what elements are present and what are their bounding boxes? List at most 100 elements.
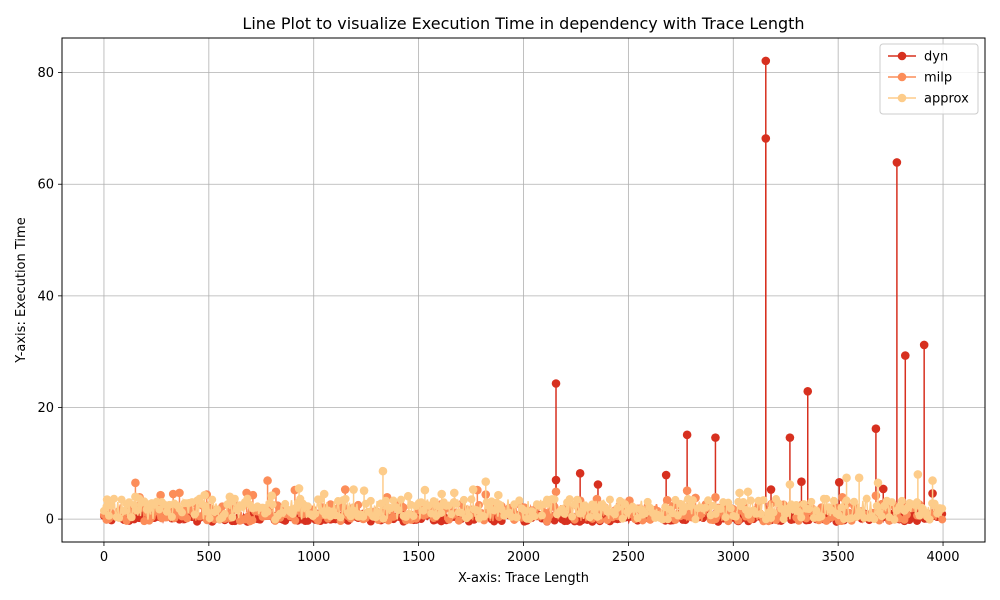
approx-band-marker — [610, 510, 619, 519]
approx-band-marker — [925, 515, 934, 524]
approx-band-marker — [359, 512, 368, 521]
approx-data-point — [854, 473, 864, 483]
approx-band-marker — [512, 513, 521, 522]
approx-band-marker — [573, 495, 582, 504]
approx-band-marker — [716, 504, 725, 513]
milp-data-point — [592, 494, 602, 504]
milp-data-point — [131, 478, 140, 488]
approx-data-point — [102, 495, 112, 504]
approx-data-point — [449, 488, 459, 498]
approx-band-marker — [394, 506, 403, 515]
approx-band-marker — [691, 515, 700, 524]
dyn-data-point — [761, 134, 771, 143]
approx-band-marker — [621, 500, 630, 509]
dyn-data-point — [803, 387, 813, 396]
x-tick-label: 3500 — [822, 550, 855, 565]
approx-band-marker — [155, 505, 164, 514]
approx-band-marker — [643, 497, 652, 506]
milp-band-marker — [183, 514, 192, 523]
approx-band-marker — [177, 508, 186, 517]
approx-band-marker — [213, 505, 222, 514]
dyn-data-point — [878, 484, 888, 494]
approx-band-marker — [409, 511, 418, 520]
dyn-data-point — [785, 433, 795, 442]
milp-data-point — [156, 490, 165, 500]
milp-data-point — [682, 486, 692, 495]
approx-band-marker — [704, 496, 713, 505]
approx-band-marker — [167, 512, 176, 521]
approx-band-marker — [303, 502, 312, 511]
approx-data-point — [785, 480, 795, 489]
approx-band-marker — [731, 512, 740, 521]
y-tick-label: 80 — [37, 66, 54, 81]
approx-band-marker — [379, 514, 388, 523]
approx-band-marker — [721, 513, 730, 522]
approx-band-marker — [220, 510, 229, 519]
approx-band-marker — [459, 495, 468, 504]
approx-band-marker — [862, 494, 871, 503]
approx-data-point — [743, 487, 753, 497]
milp-data-point — [340, 485, 350, 494]
approx-band-marker — [877, 512, 886, 521]
approx-band-marker — [311, 509, 320, 518]
legend-marker — [897, 72, 907, 82]
x-tick-label: 2000 — [507, 550, 540, 565]
x-tick-label: 4000 — [926, 550, 959, 565]
approx-data-point — [873, 478, 883, 488]
approx-band-marker — [366, 496, 375, 505]
dyn-data-point — [761, 56, 771, 66]
approx-data-point — [294, 484, 304, 493]
approx-band-marker — [515, 496, 524, 505]
legend-item-milp: milp — [888, 71, 952, 86]
milp-data-point — [711, 493, 720, 502]
y-tick-label: 40 — [37, 289, 54, 304]
milp-band-marker — [938, 515, 947, 524]
approx-band-marker — [850, 497, 859, 506]
approx-data-point — [403, 491, 413, 501]
approx-band-marker — [938, 504, 947, 513]
approx-band-marker — [792, 501, 801, 510]
approx-band-marker — [804, 505, 813, 514]
x-tick-label: 1500 — [402, 550, 435, 565]
approx-data-point — [735, 488, 744, 498]
approx-data-point — [928, 476, 937, 485]
approx-band-marker — [208, 495, 217, 504]
series-approx — [99, 466, 947, 524]
x-tick-label: 2500 — [612, 550, 645, 565]
approx-band-marker — [641, 509, 650, 518]
approx-band-marker — [110, 494, 119, 503]
approx-band-marker — [887, 498, 896, 507]
approx-band-marker — [120, 506, 129, 515]
series-layer — [99, 56, 947, 526]
x-tick-label: 500 — [196, 550, 221, 565]
approx-band-marker — [374, 509, 383, 518]
dyn-data-point — [834, 477, 844, 487]
dyn-data-point — [661, 470, 671, 480]
dyn-data-point — [871, 424, 881, 433]
approx-data-point — [842, 473, 851, 483]
x-tick-label: 1000 — [297, 550, 330, 565]
approx-band-marker — [701, 503, 710, 512]
approx-data-point — [481, 477, 491, 487]
approx-band-marker — [127, 513, 136, 522]
approx-band-marker — [132, 506, 141, 515]
approx-data-point — [225, 492, 235, 502]
approx-band-marker — [585, 513, 594, 522]
approx-band-marker — [759, 496, 768, 505]
approx-band-marker — [726, 504, 735, 513]
approx-band-marker — [263, 507, 272, 516]
approx-band-marker — [243, 494, 252, 503]
legend-marker — [897, 93, 907, 103]
approx-band-marker — [341, 494, 350, 503]
approx-band-marker — [464, 512, 473, 521]
y-tick-label: 60 — [37, 178, 54, 193]
approx-band-marker — [739, 497, 748, 506]
approx-data-point — [420, 485, 430, 495]
approx-data-point — [200, 490, 209, 500]
approx-band-marker — [756, 509, 765, 518]
chart-title: Line Plot to visualize Execution Time in… — [242, 14, 804, 33]
dyn-data-point — [551, 475, 561, 485]
dyn-data-point — [711, 433, 720, 442]
approx-band-marker — [686, 502, 695, 511]
